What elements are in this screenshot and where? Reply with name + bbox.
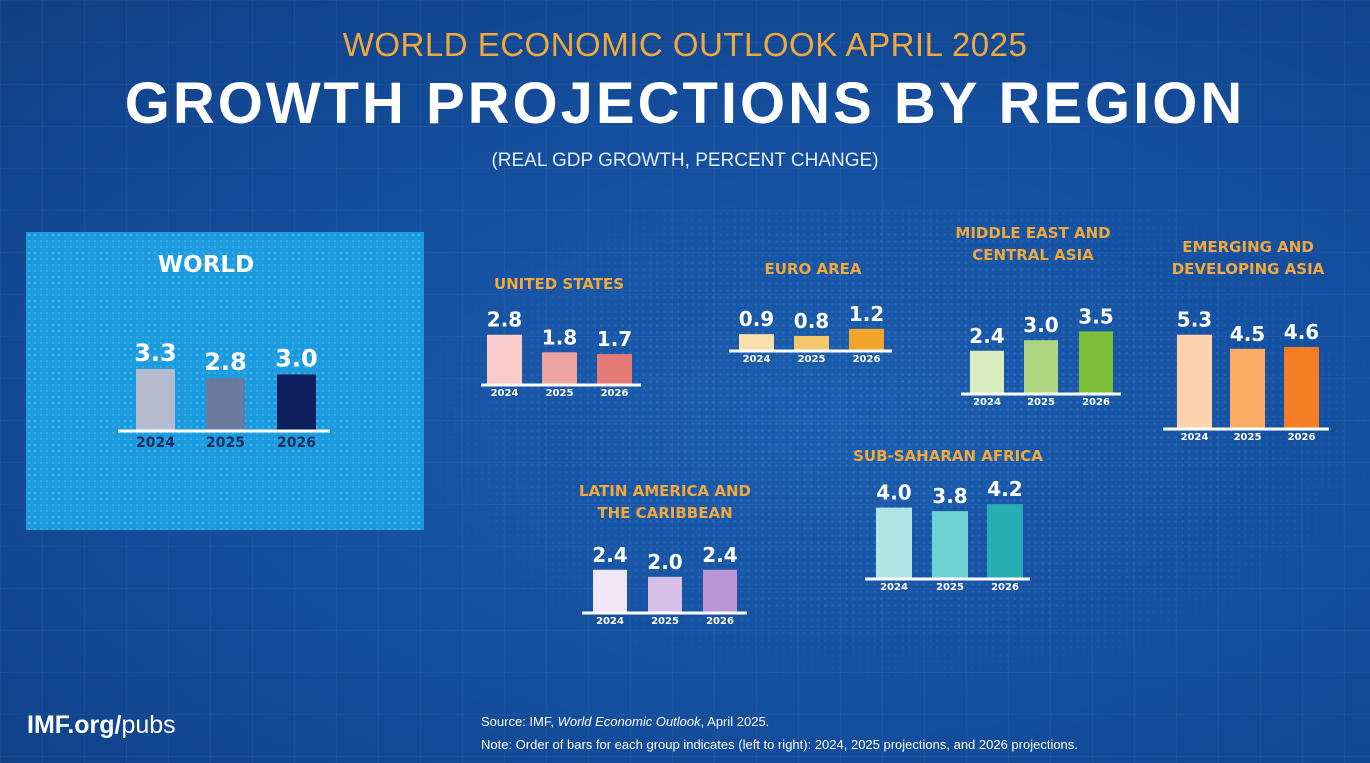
note-line: Note: Order of bars for each group indic…: [481, 737, 1078, 752]
logo-rest: pubs: [121, 711, 176, 739]
bar: [648, 576, 682, 612]
bar: [849, 328, 884, 350]
tick-label: 2025: [1234, 432, 1262, 443]
tick-label: 2024: [596, 616, 624, 627]
value-label: 4.0: [876, 481, 911, 505]
value-label: 2.0: [647, 550, 682, 574]
bar: [277, 374, 316, 430]
bar: [703, 569, 737, 612]
tick-label: 2026: [706, 616, 734, 627]
value-label: 4.2: [987, 477, 1022, 501]
bar: [876, 507, 912, 578]
value-label: 2.8: [487, 308, 522, 332]
source-prefix: Source: IMF,: [481, 714, 558, 729]
value-label: 2.4: [592, 543, 627, 567]
group-title: WORLD: [158, 252, 254, 278]
bar: [206, 378, 245, 430]
tick-label: 2026: [1082, 397, 1110, 408]
bar: [1079, 331, 1113, 393]
value-label: 1.2: [849, 302, 884, 326]
value-label: 2.4: [969, 324, 1004, 348]
report-kicker: WORLD ECONOMIC OUTLOOK APRIL 2025: [342, 26, 1028, 63]
tick-label: 2024: [491, 388, 519, 399]
value-label: 3.3: [134, 339, 177, 367]
bar: [987, 504, 1023, 578]
tick-label: 2026: [853, 354, 881, 365]
tick-label: 2025: [936, 582, 964, 593]
group-title: CENTRAL ASIA: [972, 246, 1094, 264]
footer-notes: Source: IMF, World Economic Outlook, Apr…: [481, 710, 1078, 756]
tick-label: 2025: [1027, 397, 1055, 408]
value-label: 3.5: [1078, 304, 1113, 328]
value-label: 2.8: [204, 348, 247, 376]
source-line: Source: IMF, World Economic Outlook, Apr…: [481, 710, 1078, 733]
value-label: 0.9: [739, 307, 774, 331]
value-label: 1.8: [542, 325, 577, 349]
bar: [597, 354, 632, 384]
page-title: GROWTH PROJECTIONS BY REGION: [124, 71, 1246, 136]
group-title: DEVELOPING ASIA: [1172, 260, 1325, 278]
tick-label: 2025: [546, 388, 574, 399]
tick-label: 2024: [743, 354, 771, 365]
bar: [739, 334, 774, 350]
value-label: 4.5: [1230, 322, 1265, 346]
tick-label: 2025: [798, 354, 826, 365]
world-map-background: [430, 210, 1370, 680]
tick-label: 2024: [973, 397, 1001, 408]
group-title: THE CARIBBEAN: [597, 504, 732, 522]
tick-label: 2026: [601, 388, 629, 399]
value-label: 4.6: [1284, 320, 1319, 344]
group-title: EURO AREA: [765, 260, 862, 278]
page-subtitle: (REAL GDP GROWTH, PERCENT CHANGE): [491, 150, 879, 171]
value-label: 3.0: [275, 345, 318, 373]
group-title: MIDDLE EAST AND: [955, 224, 1110, 242]
logo-strong: IMF.org/: [27, 711, 122, 739]
tick-label: 2024: [136, 435, 175, 451]
tick-label: 2026: [1288, 432, 1316, 443]
tick-label: 2024: [1181, 432, 1209, 443]
bar: [487, 334, 522, 384]
tick-label: 2025: [651, 616, 679, 627]
bar: [1284, 347, 1319, 428]
bar: [1177, 334, 1212, 428]
group-title: EMERGING AND: [1182, 238, 1314, 256]
tick-label: 2026: [277, 435, 316, 451]
source-title: World Economic Outlook: [557, 714, 701, 729]
bar: [932, 511, 968, 578]
group-title: LATIN AMERICA AND: [579, 482, 751, 500]
tick-label: 2026: [991, 582, 1019, 593]
value-label: 2.4: [702, 543, 737, 567]
tick-label: 2024: [880, 582, 908, 593]
bar: [593, 569, 627, 612]
value-label: 3.0: [1023, 313, 1058, 337]
value-label: 1.7: [597, 327, 632, 351]
value-label: 0.8: [794, 309, 829, 333]
bar: [794, 335, 829, 350]
value-label: 5.3: [1177, 308, 1212, 332]
bar: [542, 352, 577, 384]
bar: [970, 350, 1004, 393]
source-suffix: , April 2025.: [700, 714, 770, 729]
bar: [1230, 348, 1265, 428]
value-label: 3.8: [932, 484, 967, 508]
bar: [1024, 340, 1058, 393]
group-title: SUB-SAHARAN AFRICA: [853, 447, 1043, 465]
group-title: UNITED STATES: [494, 275, 624, 293]
imf-logo-link[interactable]: IMF.org/pubs: [27, 711, 176, 740]
bar: [136, 368, 175, 430]
tick-label: 2025: [206, 435, 245, 451]
